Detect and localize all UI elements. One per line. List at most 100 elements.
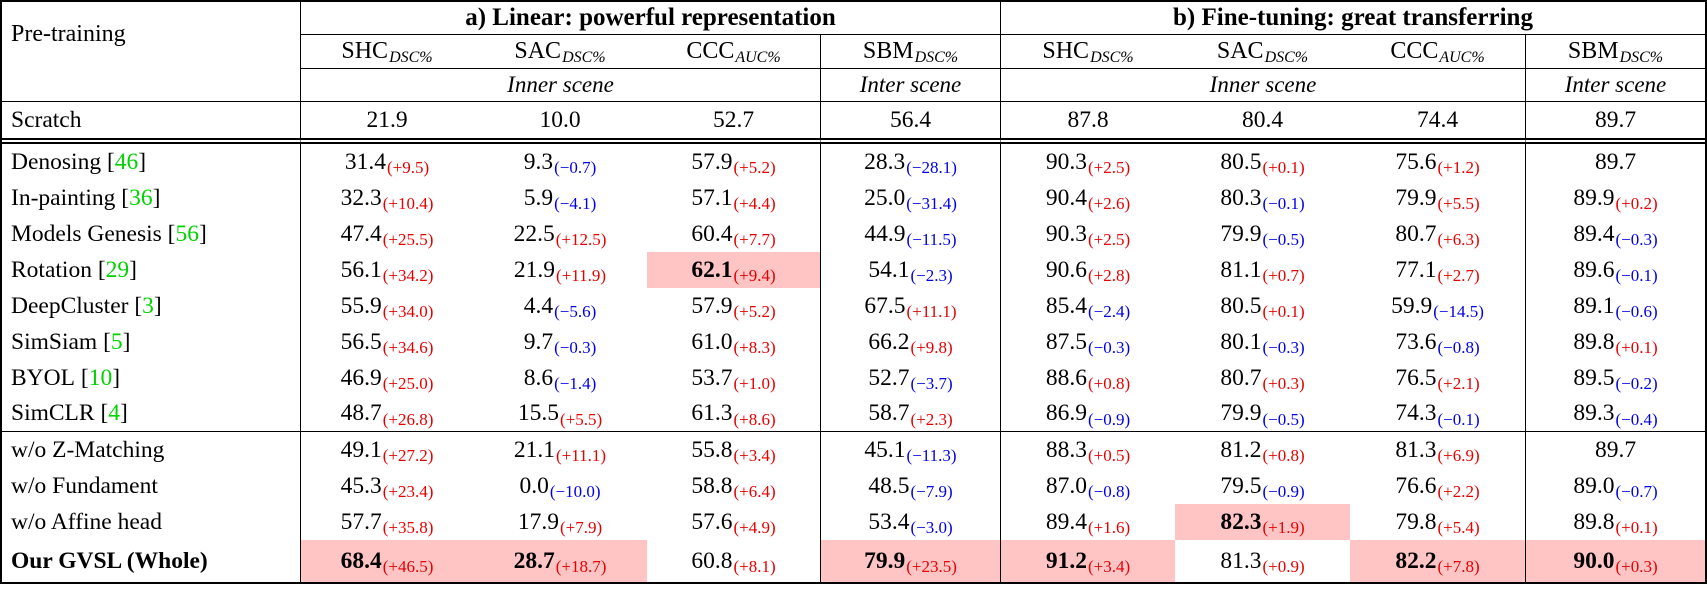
column-header-text: SBM <box>1567 38 1619 64</box>
delta-value: (−0.3) <box>554 338 597 357</box>
delta-value: (+4.4) <box>733 194 776 213</box>
delta-value: (−0.4) <box>1615 409 1658 429</box>
value-cell: 48.7 (+26.8) <box>300 396 473 432</box>
delta-value: (+2.5) <box>1087 230 1131 249</box>
column-header-subscript: DSC% <box>914 48 959 66</box>
value-cell: 21.9 (+11.9) <box>513 256 607 286</box>
delta-value: (+2.2) <box>1437 482 1480 501</box>
value-cell: 59.9 (−14.5) <box>1391 292 1484 322</box>
column-header-text: SAC <box>1216 38 1264 64</box>
value-cell: 58.8 (+6.4) <box>691 472 776 502</box>
value-cell: 45.1 (−11.3) <box>820 432 1000 468</box>
value-cell: 77.1 (+2.7) <box>1395 256 1480 286</box>
value-cell: 61.0 (+8.3) <box>691 328 776 358</box>
delta-value: (+5.2) <box>733 158 776 177</box>
delta-value: (+0.2) <box>1615 194 1658 213</box>
value-cell: 60.8 (+8.1) <box>691 547 776 577</box>
column-header-text: SHC <box>341 38 389 64</box>
delta-value: (−1.4) <box>554 374 597 393</box>
delta-value: (+2.3) <box>910 409 953 429</box>
value-cell: 5.9 (−4.1) <box>523 184 597 214</box>
citation-number: 56 <box>175 220 199 247</box>
row-label: w/o Affine head <box>11 508 162 535</box>
delta-value: (+46.5) <box>382 557 434 576</box>
delta-value: (+3.4) <box>733 446 776 465</box>
column-header-subscript: DSC% <box>562 48 606 66</box>
delta-value: (−10.0) <box>549 482 601 501</box>
row-label: Our GVSL (Whole) <box>11 547 208 574</box>
delta-value: (+5.5) <box>1437 194 1480 213</box>
value-cell: 49.1 (+27.2) <box>300 432 473 468</box>
section-a-title: a) Linear: powerful representation <box>300 2 1000 35</box>
delta-value: (+0.1) <box>1615 518 1658 537</box>
value-cell: 74.4 <box>1350 102 1525 144</box>
delta-value: (−0.3) <box>1087 338 1131 357</box>
delta-value: (+0.1) <box>1262 302 1305 321</box>
value-cell: 8.6 (−1.4) <box>523 364 597 394</box>
value-cell: 31.4 (+9.5) <box>300 144 473 180</box>
delta-value: (−5.6) <box>554 302 597 321</box>
row-label: w/o Fundament <box>11 472 158 499</box>
delta-value: (+6.4) <box>733 482 776 501</box>
value-cell: 89.7 <box>1525 432 1705 468</box>
column-header-subscript: AUC% <box>1439 48 1485 66</box>
scene-label-inter-a: Inter scene <box>820 69 1000 102</box>
delta-value: (+23.4) <box>382 482 434 501</box>
column-header-sac-b: SAC DSC% <box>1175 35 1350 69</box>
delta-value: (−0.1) <box>1615 266 1658 285</box>
delta-value: (−0.9) <box>1262 482 1305 501</box>
delta-value: (+25.0) <box>382 374 434 393</box>
delta-value: (+2.7) <box>1437 266 1480 285</box>
delta-value: (+9.8) <box>910 338 953 357</box>
delta-value: (−0.3) <box>1262 338 1305 357</box>
column-header-text: SHC <box>1042 38 1090 64</box>
value-cell: 66.2 (+9.8) <box>820 324 1000 360</box>
delta-value: (+18.7) <box>555 557 607 576</box>
delta-value: (+9.4) <box>733 266 776 285</box>
delta-value: (+1.0) <box>733 374 776 393</box>
value-cell: 25.0 (−31.4) <box>820 180 1000 216</box>
value-cell: 32.3 (+10.4) <box>300 180 473 216</box>
column-header-sac-a: SAC DSC% <box>473 35 647 69</box>
delta-value: (+26.8) <box>382 409 434 429</box>
pretraining-column-header: Pre-training <box>2 2 300 102</box>
row-label: BYOL [10] <box>11 364 121 391</box>
delta-value: (−0.8) <box>1087 482 1131 501</box>
value-cell: 9.3 (−0.7) <box>523 148 597 178</box>
delta-value: (−7.9) <box>910 482 953 501</box>
citation-number: 46 <box>114 148 139 175</box>
value-cell: 22.5 (+12.5) <box>513 220 607 250</box>
value-cell: 87.5 (−0.3) <box>1000 324 1175 360</box>
delta-value: (−0.7) <box>1615 482 1658 501</box>
scene-label-inter-b: Inter scene <box>1525 69 1705 102</box>
value-cell: 76.6 (+2.2) <box>1395 472 1480 502</box>
row-label: Denosing [46] <box>11 148 147 175</box>
value-cell: 80.7 (+6.3) <box>1395 220 1480 250</box>
value-cell: 56.5 (+34.6) <box>300 324 473 360</box>
delta-value: (+9.5) <box>386 158 430 177</box>
value-cell: 52.7 <box>647 102 820 144</box>
column-header-ccc-b: CCC AUC% <box>1350 35 1525 69</box>
delta-value: (−0.6) <box>1615 302 1658 321</box>
value-cell: 57.7 (+35.8) <box>300 504 473 540</box>
delta-value: (+0.7) <box>1262 266 1305 285</box>
delta-value: (−0.1) <box>1437 409 1480 429</box>
column-header-subscript: DSC% <box>1264 48 1309 66</box>
citation-number: 10 <box>88 364 113 391</box>
delta-value: (−0.5) <box>1262 409 1305 429</box>
value-cell: 89.4 (−0.3) <box>1525 216 1705 252</box>
value-cell: 89.6 (−0.1) <box>1525 252 1705 288</box>
delta-value: (+6.3) <box>1437 230 1480 249</box>
value-cell: 87.0 (−0.8) <box>1000 468 1175 504</box>
value-cell: 56.4 <box>820 102 1000 144</box>
value-cell: 89.8 (+0.1) <box>1525 324 1705 360</box>
delta-value: (+23.5) <box>906 557 957 576</box>
section-b-title: b) Fine-tuning: great transferring <box>1000 2 1705 35</box>
value-cell: 79.9 (−0.5) <box>1220 220 1305 250</box>
delta-value: (−2.3) <box>910 266 953 285</box>
delta-value: (+0.3) <box>1262 374 1305 393</box>
column-header-text: CCC <box>686 38 735 64</box>
value-cell: 81.3 (+0.9) <box>1220 547 1305 577</box>
column-header-text: SBM <box>862 38 914 64</box>
delta-value: (+11.1) <box>906 302 957 321</box>
